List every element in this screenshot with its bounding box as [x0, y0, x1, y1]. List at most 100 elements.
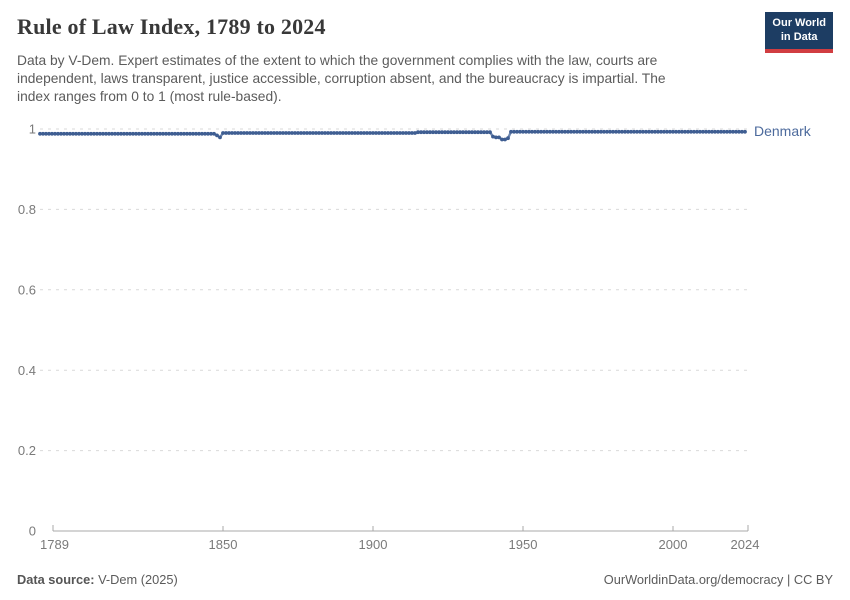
data-point-marker: [392, 131, 396, 135]
data-point-marker: [218, 135, 222, 140]
data-point-marker: [737, 129, 741, 134]
data-point-marker: [278, 131, 282, 135]
data-point-marker: [422, 130, 426, 135]
data-point-marker: [644, 129, 648, 134]
data-point-marker: [362, 131, 366, 135]
page-title: Rule of Law Index, 1789 to 2024: [17, 14, 326, 39]
data-point-marker: [314, 131, 318, 135]
data-point-marker: [683, 129, 687, 134]
data-point-marker: [467, 130, 471, 135]
data-point-marker: [47, 131, 51, 136]
data-point-marker: [638, 129, 642, 134]
data-point-marker: [398, 131, 402, 135]
data-point-marker: [608, 129, 612, 134]
data-point-marker: [380, 131, 384, 135]
data-point-marker: [569, 129, 573, 134]
data-point-marker: [434, 130, 438, 135]
data-point-marker: [404, 131, 408, 135]
data-point-marker: [104, 131, 108, 136]
y-axis-tick-label: 0.6: [18, 282, 36, 297]
data-point-marker: [191, 131, 195, 136]
data-point-marker: [431, 130, 435, 135]
data-point-marker: [488, 130, 492, 135]
data-point-marker: [719, 129, 723, 134]
data-point-marker: [548, 129, 552, 134]
data-point-marker: [503, 137, 507, 142]
data-point-marker: [575, 129, 579, 134]
data-point-marker: [401, 131, 405, 135]
data-point-marker: [497, 135, 501, 140]
x-axis-tick-label: 1850: [209, 537, 238, 552]
data-point-marker: [623, 129, 627, 134]
data-point-marker: [692, 129, 696, 134]
data-point-marker: [536, 129, 540, 134]
data-point-marker: [62, 131, 66, 136]
data-point-marker: [722, 129, 726, 134]
data-point-marker: [299, 131, 303, 135]
data-point-marker: [716, 129, 720, 134]
data-point-marker: [206, 131, 210, 136]
data-point-marker: [605, 129, 609, 134]
data-point-marker: [542, 129, 546, 134]
data-point-marker: [248, 131, 252, 135]
owid-credit-link[interactable]: OurWorldinData.org/democracy | CC BY: [603, 572, 833, 587]
data-point-marker: [626, 129, 630, 134]
subtitle-line-1: Data by V-Dem. Expert estimates of the e…: [17, 53, 658, 68]
owid-logo-line-1: Our World: [772, 17, 826, 29]
data-point-marker: [239, 131, 243, 135]
data-point-marker: [317, 131, 321, 135]
data-point-marker: [707, 129, 711, 134]
data-point-marker: [635, 129, 639, 134]
data-point-marker: [473, 130, 477, 135]
data-point-marker: [179, 131, 183, 136]
data-point-marker: [116, 131, 120, 136]
data-point-marker: [182, 131, 186, 136]
data-point-marker: [551, 129, 555, 134]
data-point-marker: [443, 130, 447, 135]
data-point-marker: [353, 131, 357, 135]
data-point-marker: [440, 130, 444, 135]
data-point-marker: [500, 137, 504, 142]
data-point-marker: [611, 129, 615, 134]
data-point-marker: [89, 131, 93, 136]
data-point-marker: [521, 129, 525, 134]
y-axis-tick-label: 0.4: [18, 363, 36, 378]
data-point-marker: [266, 131, 270, 135]
data-point-marker: [308, 131, 312, 135]
data-point-marker: [101, 131, 105, 136]
data-point-marker: [641, 129, 645, 134]
data-point-marker: [668, 129, 672, 134]
data-point-marker: [653, 129, 657, 134]
data-point-marker: [452, 130, 456, 135]
data-point-marker: [209, 131, 213, 136]
data-point-marker: [68, 131, 72, 136]
subtitle-line-2: independent, laws transparent, justice a…: [17, 71, 666, 87]
data-point-marker: [464, 130, 468, 135]
data-point-marker: [128, 131, 132, 136]
x-axis-tick-label: 1789: [40, 537, 69, 552]
data-point-marker: [269, 131, 273, 135]
data-point-marker: [257, 131, 261, 135]
data-source-value: V-Dem (2025): [94, 572, 178, 587]
data-point-marker: [413, 131, 417, 135]
data-point-marker: [92, 131, 96, 136]
data-point-marker: [734, 129, 738, 134]
data-point-marker: [50, 131, 54, 136]
data-point-marker: [170, 131, 174, 136]
data-point-marker: [407, 131, 411, 135]
data-point-marker: [164, 131, 168, 136]
data-point-marker: [356, 131, 360, 135]
data-point-marker: [320, 131, 324, 135]
data-point-marker: [662, 129, 666, 134]
data-point-marker: [572, 129, 576, 134]
data-point-marker: [476, 130, 480, 135]
data-point-marker: [98, 131, 102, 136]
data-point-marker: [491, 134, 495, 139]
data-point-marker: [632, 129, 636, 134]
data-point-marker: [110, 131, 114, 136]
data-point-marker: [458, 130, 462, 135]
data-point-marker: [554, 129, 558, 134]
data-point-marker: [323, 131, 327, 135]
data-point-marker: [80, 131, 84, 136]
